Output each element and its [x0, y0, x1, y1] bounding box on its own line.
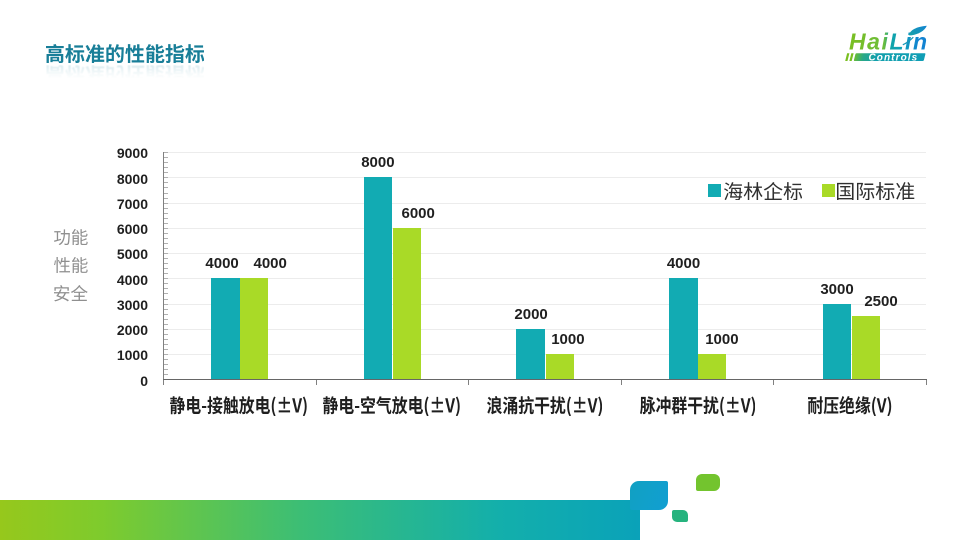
svg-text:Controls: Controls: [868, 52, 918, 63]
